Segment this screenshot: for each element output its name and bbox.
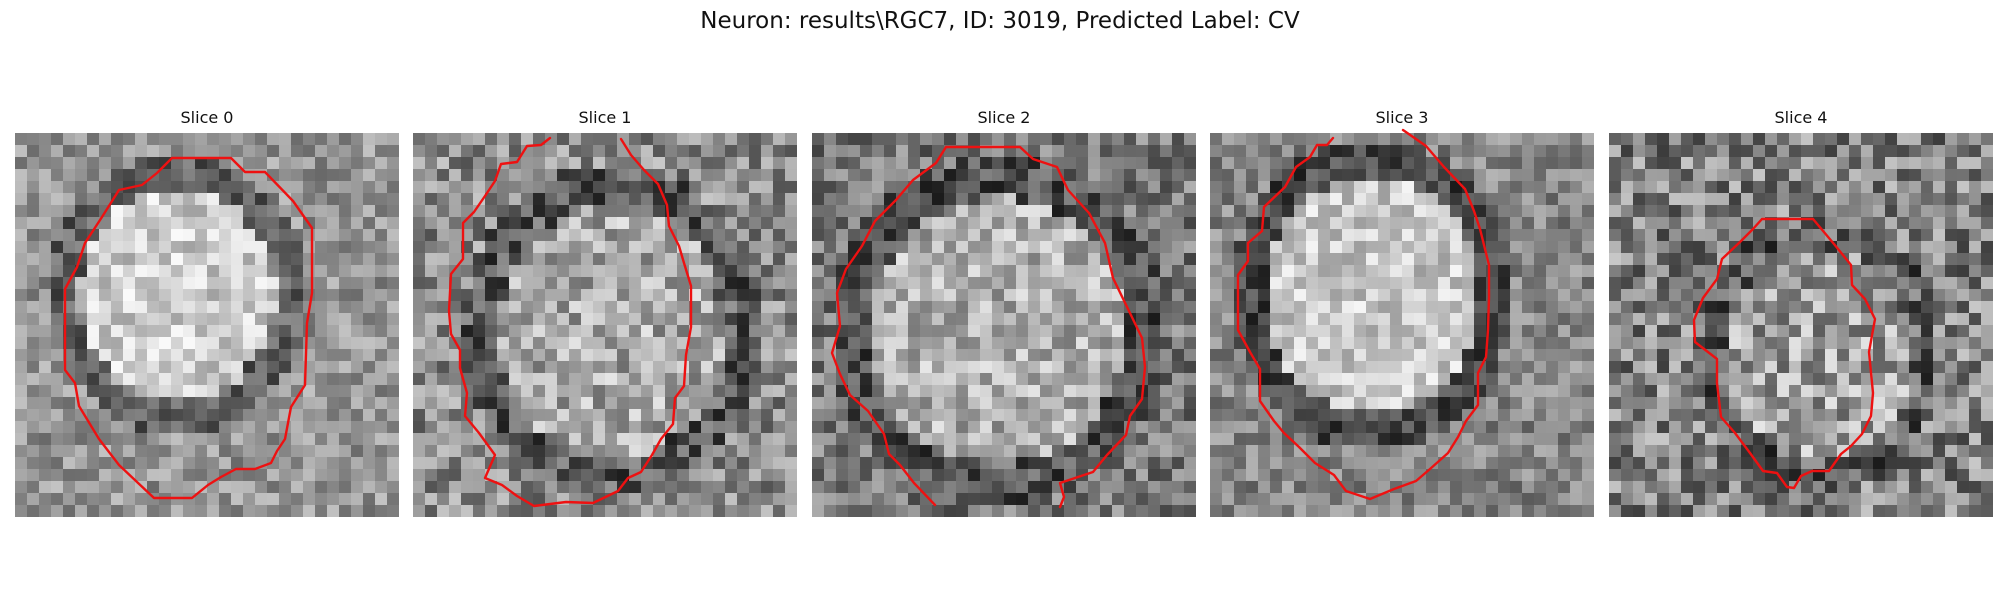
- slice-title-2: Slice 2: [977, 108, 1031, 127]
- contour-overlay-1: [447, 136, 693, 508]
- contour-overlay-0: [63, 156, 314, 500]
- segmentation-contour-3: [1236, 128, 1491, 501]
- slice-title-1: Slice 1: [578, 108, 632, 127]
- slice-panel-0: Slice 0: [15, 107, 399, 517]
- slice-image-1: [413, 133, 797, 517]
- slice-panel-3: Slice 3: [1210, 107, 1594, 517]
- grayscale-image-1: [413, 133, 797, 517]
- figure-title: Neuron: results\RGC7, ID: 3019, Predicte…: [700, 8, 1300, 34]
- grayscale-image-0: [15, 133, 399, 517]
- slice-image-0: [15, 133, 399, 517]
- slice-title-0: Slice 0: [180, 108, 234, 127]
- grayscale-image-2: [812, 133, 1196, 517]
- segmentation-contour-1-left: [447, 136, 693, 508]
- slice-image-2: [812, 133, 1196, 517]
- segmentation-contour-0: [63, 156, 314, 500]
- slice-title-4: Slice 4: [1774, 108, 1828, 127]
- slice-panel-2: Slice 2: [812, 107, 1196, 517]
- segmentation-contour-4: [1692, 217, 1877, 490]
- contour-overlay-4: [1692, 217, 1877, 490]
- slice-image-4: [1609, 133, 1993, 517]
- slice-panel-1: Slice 1: [413, 107, 797, 517]
- grayscale-image-4: [1609, 133, 1993, 517]
- slice-image-3: [1210, 128, 1594, 517]
- contour-overlay-2: [830, 145, 1147, 509]
- segmentation-contour-2-a: [830, 145, 1147, 509]
- slice-panel-4: Slice 4: [1609, 107, 1993, 517]
- contour-overlay-3: [1236, 128, 1491, 501]
- slice-title-3: Slice 3: [1375, 108, 1429, 127]
